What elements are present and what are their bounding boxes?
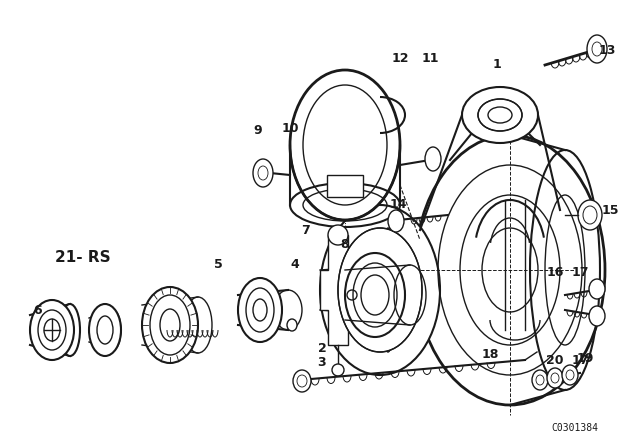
Ellipse shape (238, 278, 282, 342)
Text: 18: 18 (481, 349, 499, 362)
Ellipse shape (345, 253, 405, 337)
Ellipse shape (589, 279, 605, 299)
Polygon shape (320, 235, 356, 345)
Ellipse shape (142, 287, 198, 363)
Text: C0301384: C0301384 (551, 423, 598, 433)
Ellipse shape (532, 370, 548, 390)
Text: 11: 11 (421, 52, 439, 65)
Ellipse shape (547, 368, 563, 388)
Ellipse shape (328, 225, 348, 245)
Ellipse shape (60, 304, 80, 356)
Text: 1: 1 (493, 59, 501, 72)
Text: 6: 6 (34, 303, 42, 316)
Text: 15: 15 (601, 203, 619, 216)
Text: 21- RS: 21- RS (55, 250, 111, 266)
Ellipse shape (425, 147, 441, 171)
Text: 9: 9 (253, 124, 262, 137)
Text: 20: 20 (547, 353, 564, 366)
Ellipse shape (287, 319, 297, 331)
Text: 14: 14 (389, 198, 407, 211)
Text: 17: 17 (572, 353, 589, 366)
Ellipse shape (415, 135, 605, 405)
Ellipse shape (293, 370, 311, 392)
Ellipse shape (320, 205, 440, 375)
Text: 3: 3 (317, 356, 326, 369)
Text: 17: 17 (572, 266, 589, 279)
Ellipse shape (587, 35, 607, 63)
Ellipse shape (589, 306, 605, 326)
Ellipse shape (290, 70, 400, 220)
Ellipse shape (30, 300, 74, 360)
Bar (327, 175, 363, 197)
Text: 10: 10 (281, 121, 299, 134)
Ellipse shape (478, 99, 522, 131)
Text: 19: 19 (576, 352, 594, 365)
Ellipse shape (338, 228, 422, 352)
Ellipse shape (562, 365, 578, 385)
Text: 2: 2 (317, 341, 326, 354)
Text: 4: 4 (291, 258, 300, 271)
Text: 12: 12 (391, 52, 409, 65)
Text: 5: 5 (214, 258, 222, 271)
Ellipse shape (347, 290, 357, 300)
Ellipse shape (332, 364, 344, 376)
Text: 16: 16 (547, 266, 564, 279)
Ellipse shape (388, 210, 404, 232)
Ellipse shape (253, 159, 273, 187)
Ellipse shape (462, 87, 538, 143)
Ellipse shape (578, 200, 602, 230)
Text: 7: 7 (301, 224, 309, 237)
Text: 8: 8 (340, 238, 349, 251)
Ellipse shape (89, 304, 121, 356)
Text: 13: 13 (598, 43, 616, 56)
